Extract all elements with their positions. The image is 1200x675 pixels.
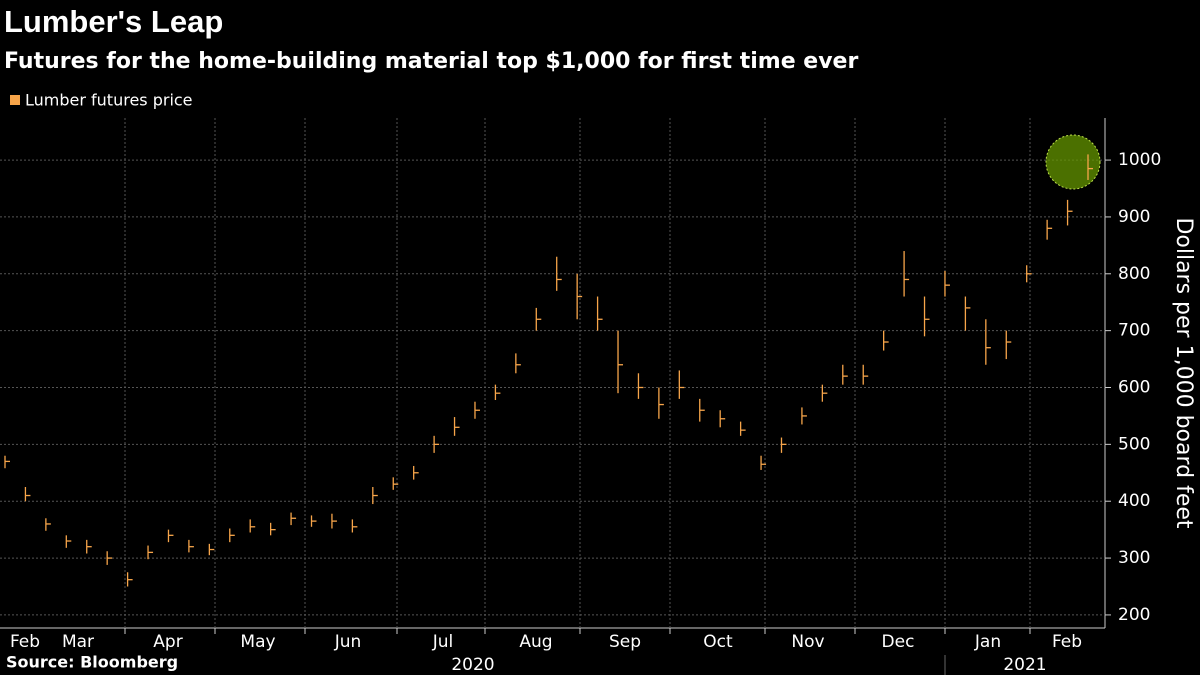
x-tick-label: Feb <box>10 632 40 652</box>
x-tick-label: Nov <box>791 632 824 652</box>
legend-swatch <box>10 95 20 105</box>
y-tick-label: 1000 <box>1118 150 1161 170</box>
y-tick-label: 400 <box>1118 491 1150 511</box>
chart-subtitle: Futures for the home-building material t… <box>4 49 858 74</box>
y-axis-label: Dollars per 1,000 board feet <box>1171 217 1196 528</box>
y-tick-label: 700 <box>1118 321 1150 341</box>
x-tick-label: Oct <box>703 632 733 652</box>
y-tick-label: 300 <box>1118 548 1150 568</box>
chart-title: Lumber's Leap <box>4 4 223 39</box>
x-tick-label: Jun <box>334 632 362 652</box>
x-tick-label: Sep <box>609 632 641 652</box>
y-tick-label: 900 <box>1118 207 1150 227</box>
x-tick-label: Aug <box>519 632 552 652</box>
x-tick-label: Jan <box>974 632 1001 652</box>
x-tick-label: Feb <box>1052 632 1082 652</box>
year-label: 2020 <box>451 655 494 675</box>
x-tick-label: Dec <box>882 632 915 652</box>
y-tick-label: 600 <box>1118 377 1150 397</box>
x-tick-label: Jul <box>432 632 454 652</box>
x-tick-label: Apr <box>153 632 182 652</box>
highlight <box>1045 134 1101 190</box>
y-tick-label: 500 <box>1118 434 1150 454</box>
year-label: 2021 <box>1003 655 1046 675</box>
source: Source: Bloomberg <box>6 653 178 672</box>
y-tick-label: 200 <box>1118 605 1150 625</box>
x-tick-label: May <box>240 632 275 652</box>
legend-label: Lumber futures price <box>25 91 193 110</box>
y-tick-label: 800 <box>1118 264 1150 284</box>
x-tick-label: Mar <box>62 632 94 652</box>
